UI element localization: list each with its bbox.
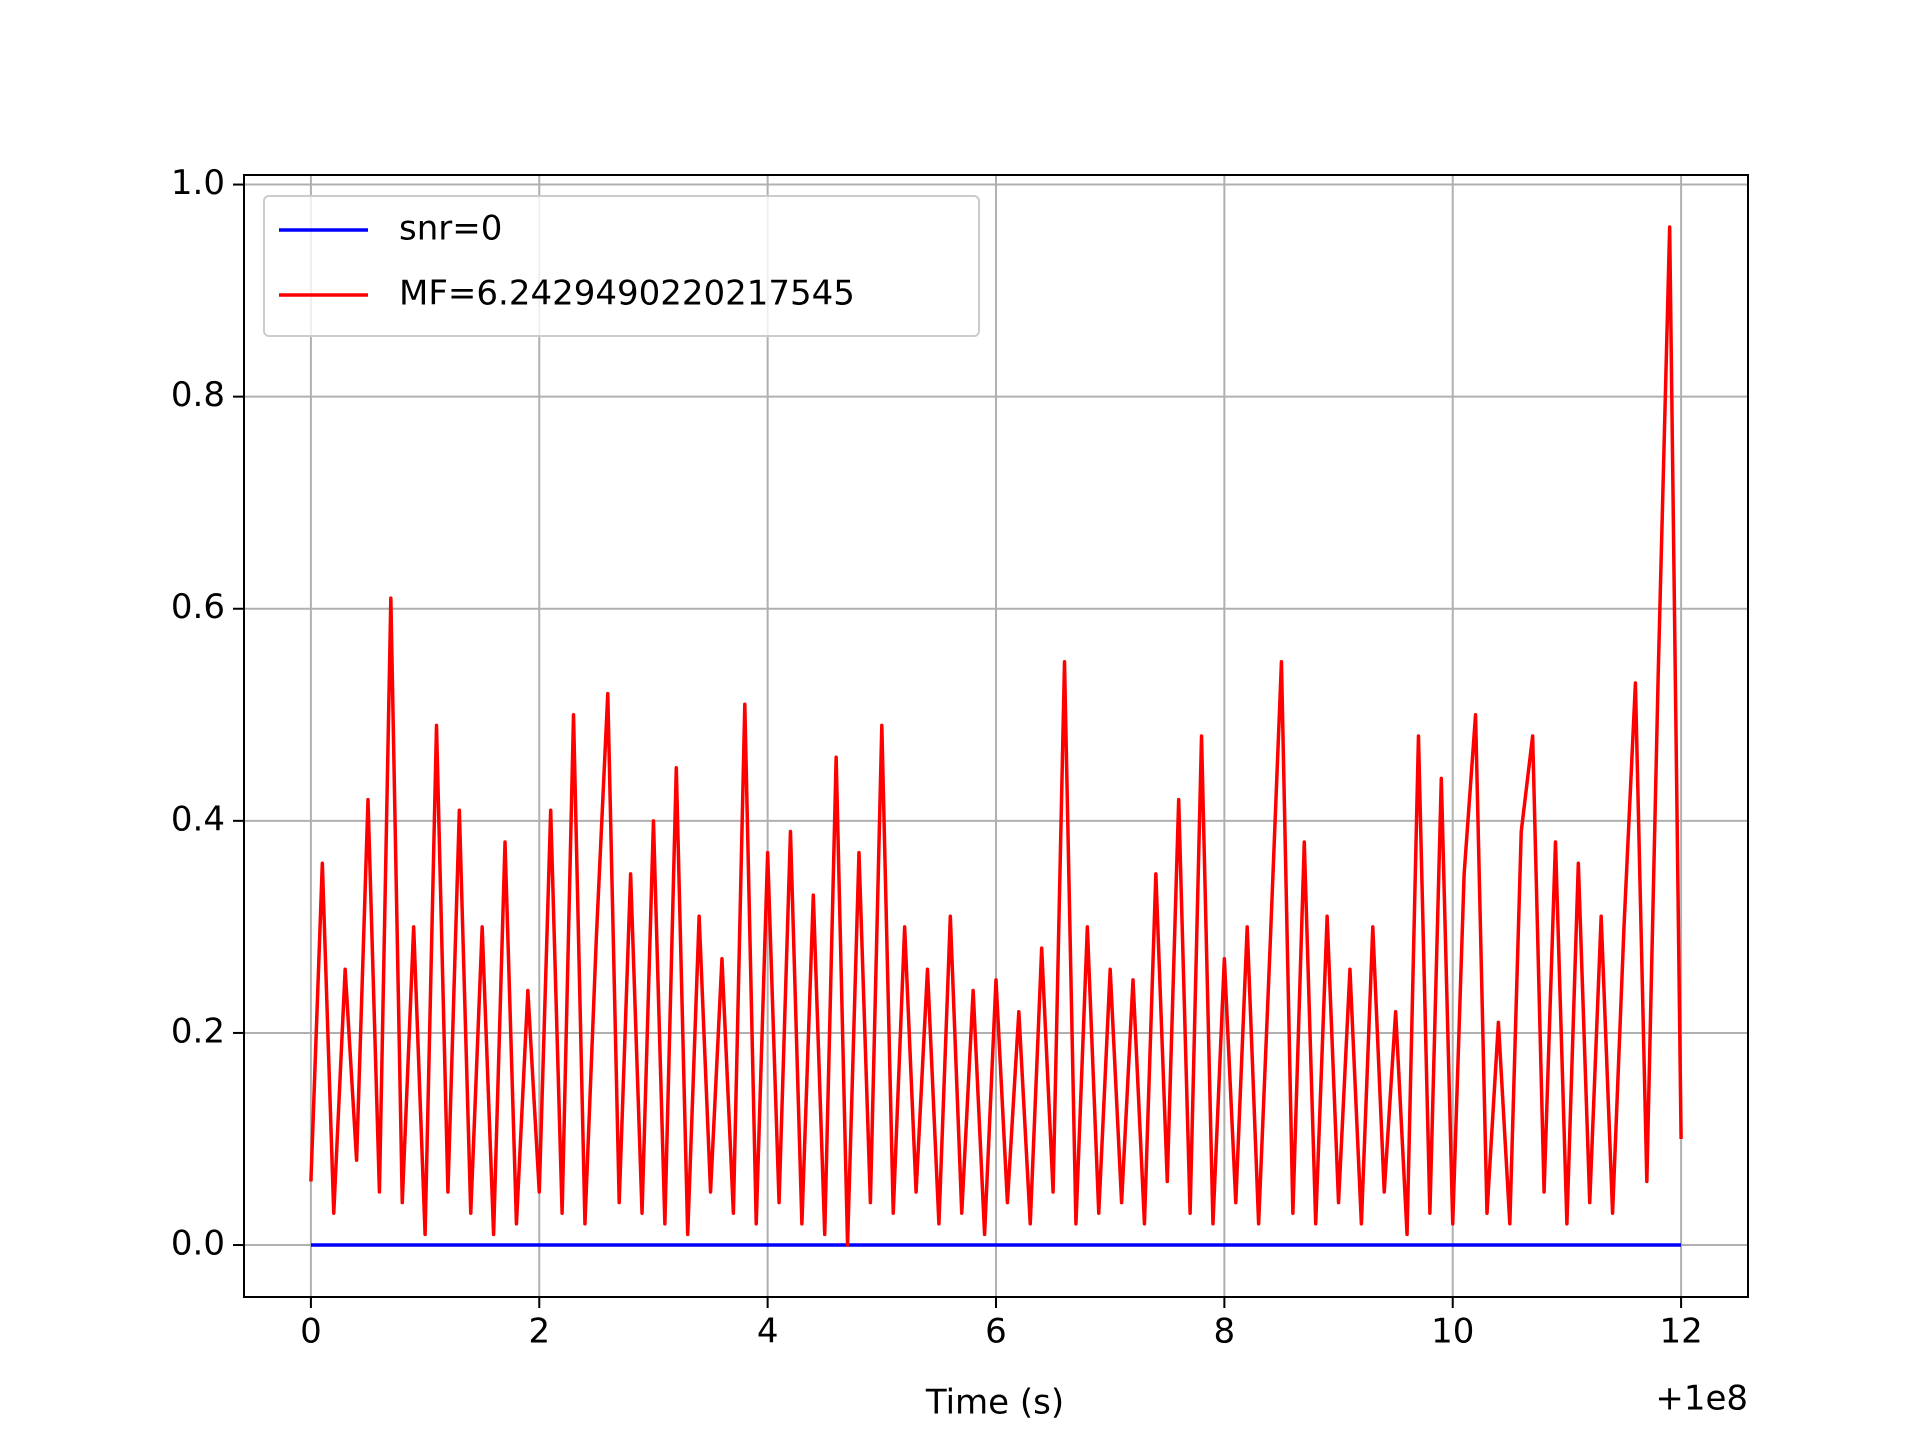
legend: snr=0 MF=6.2429490220217545	[263, 195, 980, 337]
legend-label: MF=6.2429490220217545	[399, 274, 855, 314]
y-tick-label: 0.2	[171, 1011, 225, 1051]
y-tick-label: 1.0	[171, 163, 225, 203]
y-tick-label: 0.6	[171, 587, 225, 627]
y-tick-label: 0.4	[171, 799, 225, 839]
x-tick-label: 2	[528, 1312, 550, 1352]
x-tick-label: 8	[1214, 1312, 1236, 1352]
y-tick-label: 0.0	[171, 1224, 225, 1264]
ticks: 0 2 4 6 8 10 12 0.0 0.2 0.4 0.6 0.8 1.0	[171, 163, 1703, 1351]
x-tick-label: 0	[300, 1312, 322, 1352]
x-tick-label: 6	[985, 1312, 1007, 1352]
x-tick-label: 10	[1431, 1312, 1474, 1352]
x-offset-label: +1e8	[1655, 1379, 1748, 1419]
legend-box	[263, 195, 980, 337]
y-tick-label: 0.8	[171, 375, 225, 415]
x-axis-label: Time (s)	[925, 1383, 1064, 1423]
x-tick-label: 12	[1659, 1312, 1702, 1352]
x-tick-label: 4	[757, 1312, 779, 1352]
series-line	[309, 225, 1683, 1247]
legend-label: snr=0	[399, 209, 502, 249]
plot-area	[309, 225, 1683, 1247]
